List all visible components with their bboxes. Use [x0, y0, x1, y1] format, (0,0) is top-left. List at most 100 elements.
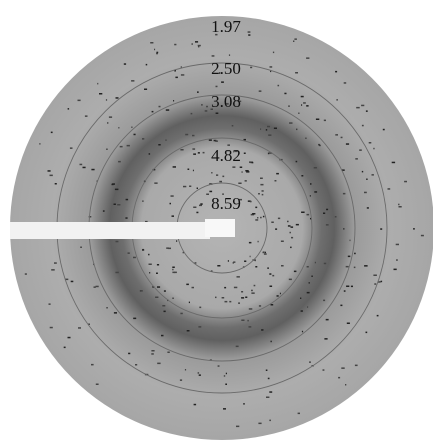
spot [369, 142, 372, 144]
spot [278, 218, 280, 220]
spot [78, 327, 81, 329]
spot [354, 267, 356, 269]
spot [109, 116, 112, 118]
spot [323, 213, 325, 215]
spot [291, 226, 294, 228]
spot [298, 413, 300, 415]
spot [249, 308, 253, 310]
spot [241, 320, 244, 322]
spot [226, 373, 227, 375]
spot [181, 74, 184, 76]
spot [262, 190, 264, 192]
spot [281, 265, 284, 267]
spot [396, 259, 397, 261]
spot [296, 224, 299, 226]
spot [341, 137, 343, 139]
spot [250, 201, 252, 203]
spot [309, 361, 311, 363]
spot [289, 279, 292, 281]
spot [203, 152, 205, 154]
spot [250, 256, 251, 258]
spot [294, 271, 297, 273]
spot [192, 43, 193, 45]
ring-label: 1.97 [211, 17, 241, 36]
spot [250, 67, 252, 69]
spot [133, 257, 136, 259]
spot [388, 188, 391, 190]
spot [314, 167, 317, 169]
spot [344, 290, 346, 292]
spot [255, 207, 257, 209]
spot [186, 284, 189, 286]
spot [131, 80, 134, 82]
spot [224, 287, 226, 289]
spot [219, 181, 222, 183]
spot [255, 219, 258, 221]
spot [173, 166, 176, 168]
spot [85, 115, 88, 117]
spot [116, 241, 119, 243]
spot [366, 332, 368, 334]
spot [144, 89, 147, 91]
spot [99, 93, 102, 95]
spot [115, 272, 118, 274]
spot [192, 287, 195, 289]
spot [249, 161, 252, 163]
spot [193, 207, 196, 209]
spot [142, 200, 143, 202]
spot [151, 350, 154, 352]
spot [265, 252, 266, 254]
spot [290, 247, 292, 249]
spot [229, 301, 231, 303]
spot [152, 111, 154, 113]
spot [268, 378, 270, 380]
spot [68, 108, 70, 110]
spot [199, 374, 201, 376]
spot [168, 248, 171, 250]
spot [212, 55, 215, 57]
spot [290, 232, 291, 234]
ring-label: 3.08 [211, 92, 241, 111]
spot [362, 171, 363, 173]
spot [271, 341, 272, 343]
spot [236, 346, 239, 348]
spot [335, 216, 337, 218]
spot [48, 170, 51, 172]
spot [270, 286, 273, 288]
spot [374, 283, 376, 285]
ring-label: 2.50 [211, 59, 241, 78]
spot [362, 125, 364, 127]
spot [268, 134, 271, 136]
spot [300, 298, 301, 300]
spot [244, 261, 246, 263]
spot [347, 323, 350, 325]
spot [161, 335, 164, 337]
spot [372, 174, 374, 176]
spot [195, 41, 198, 43]
spot [301, 104, 302, 106]
spot [271, 304, 274, 306]
spot [307, 306, 308, 308]
spot [351, 286, 353, 288]
spot [199, 205, 202, 207]
spot [125, 217, 127, 219]
spot [165, 139, 166, 141]
spot [293, 41, 294, 43]
spot [289, 122, 292, 124]
spot [275, 180, 277, 182]
spot [209, 139, 212, 141]
spot [309, 282, 310, 284]
spot [176, 240, 177, 242]
spot [272, 275, 274, 277]
spot [260, 128, 261, 130]
spot [394, 269, 397, 271]
spot [269, 391, 272, 393]
spot [187, 330, 190, 332]
spot [94, 286, 96, 288]
spot [355, 158, 358, 160]
spot [198, 45, 201, 47]
spot [237, 276, 240, 278]
spot [222, 176, 224, 178]
spot [248, 34, 250, 36]
spot [218, 365, 220, 367]
